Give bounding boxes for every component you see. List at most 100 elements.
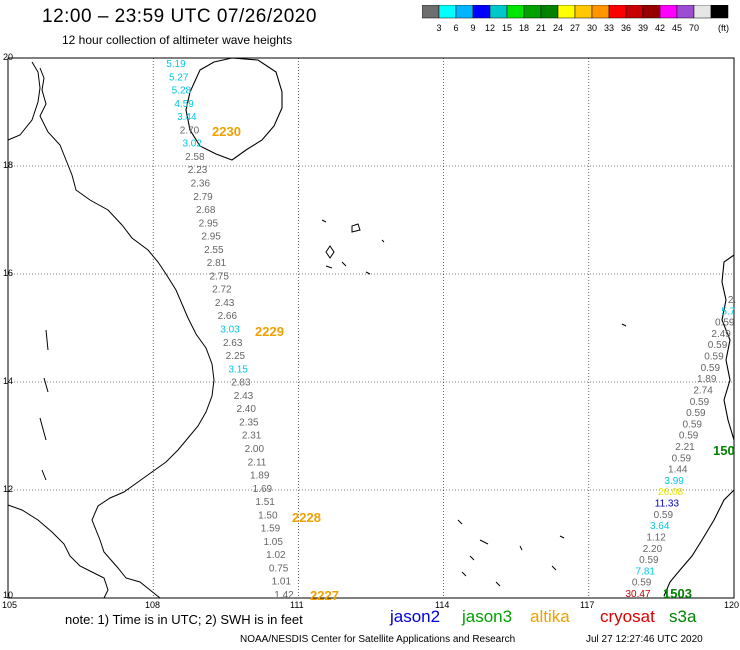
wave-height-label: 2.72 [212,285,232,296]
track-label-1503: 1503 [663,586,692,601]
wave-height-label: 2.20 [643,544,663,555]
wave-height-label: 0.75 [269,563,289,574]
wave-height-label: 2.43 [234,391,254,402]
coastline-vietnam [39,67,215,599]
wave-height-label: 3.99 [664,476,684,487]
coastline-gulf [7,61,41,141]
wave-height-label: 2.21 [675,442,695,453]
wave-height-label: 1.05 [263,537,283,548]
legend-s3a: s3a [669,607,697,626]
wave-height-label: 2.70 [180,125,200,136]
wave-height-label: 2.75 [209,271,229,282]
lon-label-105: 105 [2,600,18,610]
wave-height-label: 1.44 [668,465,688,476]
colorbar-tick-label: 70 [689,23,699,33]
wave-height-label: 2.79 [193,192,213,203]
colorbar-tick-label: 42 [655,23,665,33]
coastline-west-islands [39,329,49,481]
wave-height-label: 2.11 [248,457,267,468]
wave-height-label: 26.08 [658,487,683,498]
wave-height-label: 2.31 [242,431,262,442]
wave-height-label: 2.81 [207,258,227,269]
coastline-luzon [721,254,735,441]
wave-height-label: 1.50 [258,510,278,521]
wave-height-label: 3.02 [182,139,202,150]
map-canvas: 5.19 5.27 5.28 4.59 3.44 2.70 3.02 2.58 2.23 2.36… [7,57,736,601]
wave-height-label: 0.59 [632,578,652,589]
track-label-2230: 2230 [212,124,241,139]
plot-frame [7,57,735,599]
wave-height-label: 0.59 [701,363,721,374]
wave-height-label: 2.95 [201,232,221,243]
wave-height-label: 5.19 [166,59,186,70]
wave-height-label: 1.02 [266,550,286,561]
wave-height-label: 2.55 [204,245,224,256]
colorbar-tick-label: 21 [536,23,546,33]
wave-height-label: 2.95 [199,218,219,229]
wave-height-label: 0.59 [686,408,706,419]
lon-label-114: 114 [435,600,450,610]
wave-height-label: 1.69 [253,484,273,495]
colorbar-tick-label: 45 [672,23,682,33]
wave-height-label: 0.59 [654,510,674,521]
colorbar-tick-label: 6 [453,23,458,33]
wave-height-label: 0.59 [690,397,710,408]
wave-height-label: 0.59 [704,352,724,363]
wave-height-label: 2.25 [226,351,246,362]
wave-height-label: 2.00 [245,444,265,455]
coastline-cambodia [7,504,109,599]
wave-height-label: 0.59 [679,431,699,442]
track-label-2228: 2228 [292,510,321,525]
lat-label-18: 18 [3,160,14,170]
wave-height-label: 0.59 [672,453,692,464]
colorbar-tick-label: 36 [621,23,631,33]
grid-lines [8,58,734,598]
wave-height-label: 3.44 [177,112,197,123]
colorbar-tick-label: 27 [570,23,580,33]
wave-height-label: 2.40 [236,404,256,415]
wave-height-label: 1.89 [250,471,270,482]
wave-height-label: 1.12 [646,532,666,543]
lon-label-108: 108 [145,600,161,610]
wave-height-label: 2.66 [218,311,238,322]
wave-height-label: 7.81 [635,566,655,577]
wave-height-label: 5.7 [721,306,735,317]
wave-track-east: 2.5.70.592.490.590.590.591.892.740.590.5… [625,295,736,600]
lat-label-20: 20 [3,52,14,62]
legend-cryosat: cryosat [600,607,655,626]
lon-label-111: 111 [290,600,304,610]
lon-label-120: 120 [724,600,740,610]
wave-height-label: 0.59 [639,555,659,566]
legend-jason2: jason2 [390,607,441,626]
map-title: 12:00 – 23:59 UTC 07/26/2020 [42,6,317,27]
wave-height-label: 2.68 [196,205,216,216]
wave-height-label: 2.74 [693,385,713,396]
track-label-2227: 2227 [310,588,339,603]
wave-height-label: 2.58 [185,152,205,163]
wave-height-label: 11.33 [655,499,680,510]
wave-height-label: 5.27 [169,72,189,83]
wave-height-label: 4.59 [174,99,194,110]
lat-label-10: 10 [3,590,14,600]
colorbar-tick-label: 3 [436,23,441,33]
wave-height-label: 2.83 [231,378,251,389]
wave-height-label: 2.43 [215,298,235,309]
map-subtitle: 12 hour collection of altimeter wave hei… [62,33,293,47]
wave-height-label: 1.51 [255,497,275,508]
colorbar-tick-label: 30 [587,23,597,33]
wave-height-label: 1.01 [272,577,292,588]
coastline-palawan [663,489,735,597]
wave-height-label: 1.42 [274,590,294,601]
lat-label-14: 14 [3,376,14,386]
footer-timestamp: Jul 27 12:27:46 UTC 2020 [586,634,703,645]
wave-height-label: 5.28 [172,86,192,97]
paracel-islands [321,219,627,327]
wave-height-label: 2.23 [188,165,208,176]
wave-height-label: 2. [728,295,736,306]
wave-height-label: 30.47 [625,589,650,600]
wave-height-label: 1.89 [697,374,717,385]
wave-height-label: 3.03 [220,325,240,336]
lon-label-117: 117 [580,600,595,610]
track-label-2229: 2229 [255,324,284,339]
